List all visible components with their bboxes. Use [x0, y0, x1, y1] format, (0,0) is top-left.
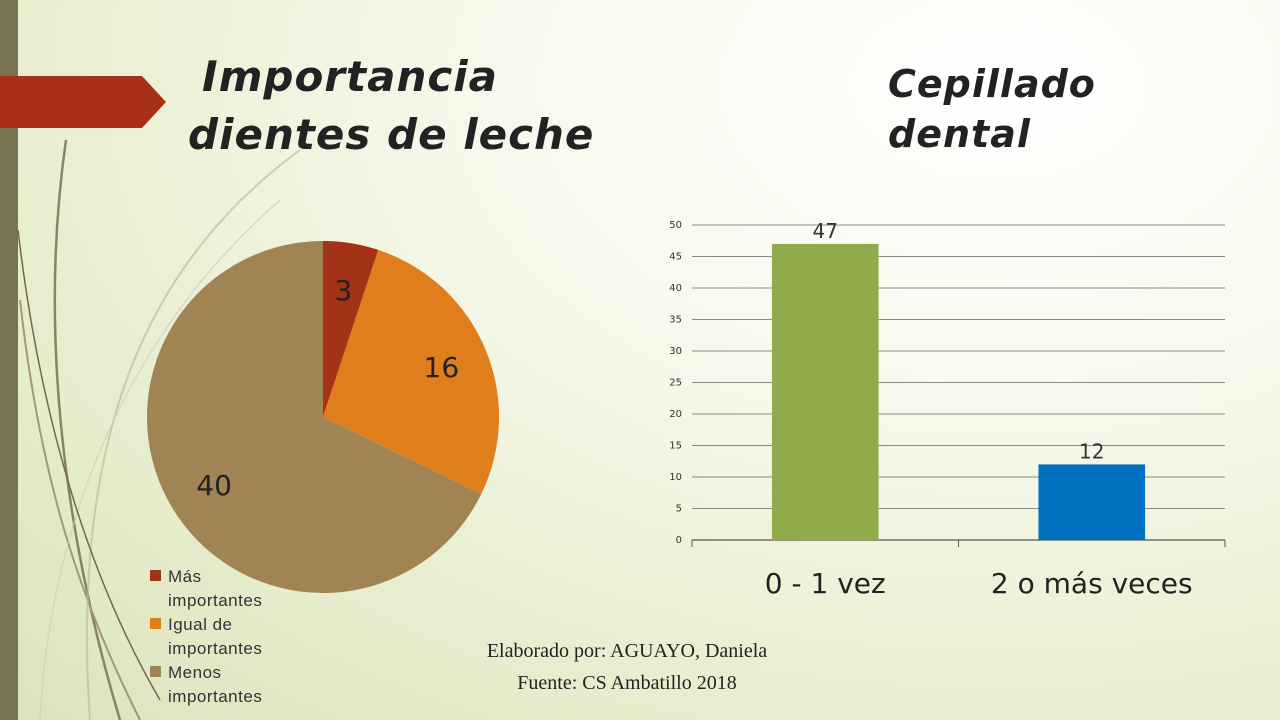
bar-data-label: 12	[1079, 439, 1104, 463]
legend-label: Igual de	[168, 615, 233, 634]
footer-author: Elaborado por: AGUAYO, Daniela	[486, 640, 768, 662]
pie-slice	[323, 249, 499, 494]
right-title-line2: dental	[888, 112, 1031, 156]
legend-item: Menos importantes	[150, 661, 320, 709]
legend-swatch	[150, 570, 161, 581]
legend-item: Igual de importantes	[150, 613, 320, 661]
y-tick-label: 5	[676, 504, 682, 515]
pie-legend: Más importantes Igual de importantes Menos im…	[150, 565, 320, 709]
y-tick-label: 15	[669, 441, 682, 452]
y-tick-label: 20	[669, 409, 682, 420]
pie-slice	[147, 241, 482, 593]
pie-data-label: 16	[424, 351, 460, 384]
legend-label: importantes	[168, 591, 263, 610]
y-tick-label: 35	[669, 315, 682, 326]
legend-label: Menos	[168, 663, 222, 682]
y-tick-label: 30	[669, 346, 682, 357]
right-title-line1: Cepillado	[888, 62, 1096, 106]
legend-swatch	[150, 618, 161, 629]
x-category-label: 0 - 1 vez	[765, 567, 886, 600]
y-tick-label: 50	[669, 220, 682, 231]
bar-data-label: 47	[813, 219, 838, 243]
pie-data-label: 3	[335, 274, 353, 307]
left-title-line1: Importancia	[202, 52, 498, 101]
bar	[771, 243, 879, 540]
legend-label: Más	[168, 567, 202, 586]
y-tick-label: 45	[669, 252, 682, 263]
y-tick-label: 10	[669, 472, 682, 483]
legend-item: Más importantes	[150, 565, 320, 613]
bar	[1038, 464, 1146, 540]
legend-label: importantes	[168, 687, 263, 706]
left-decor-bar	[0, 0, 18, 720]
footer-source: Fuente: CS Ambatillo 2018	[517, 672, 737, 694]
pie-slice	[323, 241, 379, 417]
decorative-swirls	[17, 139, 301, 720]
pie-data-label: 40	[196, 469, 232, 502]
legend-swatch	[150, 666, 161, 677]
left-title-line2: dientes de leche	[188, 110, 595, 159]
legend-label: importantes	[168, 639, 263, 658]
y-tick-label: 25	[669, 378, 682, 389]
x-category-label: 2 o más veces	[991, 567, 1193, 600]
accent-arrow-tab	[0, 76, 166, 128]
y-tick-label: 0	[676, 535, 682, 546]
y-tick-label: 40	[669, 283, 682, 294]
